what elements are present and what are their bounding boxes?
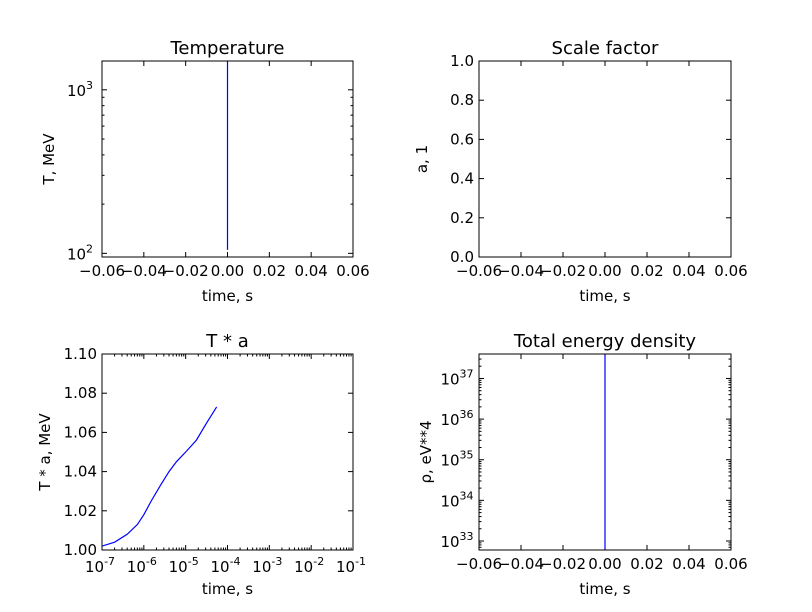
y-tick-label: 1.08 bbox=[64, 384, 97, 402]
x-tick-label: −0.02 bbox=[540, 262, 586, 280]
x-tick-label: 10-7 bbox=[85, 555, 115, 576]
x-tick-label: 0.04 bbox=[294, 262, 327, 280]
y-axis-label: a, 1 bbox=[413, 145, 431, 173]
y-tick-label: 1.06 bbox=[64, 423, 97, 441]
y-tick-label: 1.0 bbox=[450, 52, 474, 70]
x-tick-label: 0.00 bbox=[588, 262, 621, 280]
plot-frame bbox=[478, 60, 732, 258]
x-tick-label: 10-6 bbox=[127, 555, 157, 576]
y-axis-label: ρ, eV**4 bbox=[417, 420, 435, 483]
y-axis-label: T * a, MeV bbox=[36, 413, 54, 492]
y-tick-label: 0.4 bbox=[450, 170, 474, 188]
x-tick-label: 0.02 bbox=[253, 262, 286, 280]
x-tick-label: 10-3 bbox=[252, 555, 282, 576]
x-tick-label: −0.06 bbox=[79, 262, 125, 280]
plot-frame bbox=[101, 353, 354, 551]
subplot-2: Scale factor −0.06−0.04−0.02 0.00 0.02 0.04 0… bbox=[413, 38, 748, 305]
y-tick-label: 0.2 bbox=[450, 209, 474, 227]
x-tick-label: 0.00 bbox=[588, 555, 621, 573]
x-tick-label: 0.00 bbox=[211, 262, 244, 280]
subplot-1: Temperature −0.06−0.04−0.02 0.00 0.02 0.04 0.… bbox=[40, 38, 370, 305]
y-tick-label: 1037 bbox=[440, 367, 473, 388]
x-tick-label: −0.02 bbox=[163, 262, 209, 280]
x-tick-label: 10-1 bbox=[336, 555, 366, 576]
y-tick-label: 1.02 bbox=[64, 502, 97, 520]
x-tick-label: −0.02 bbox=[540, 555, 586, 573]
x-axis-label: time, s bbox=[579, 580, 630, 598]
x-tick-label: 0.06 bbox=[714, 555, 747, 573]
x-tick-label: −0.04 bbox=[498, 262, 544, 280]
plot-frame bbox=[478, 353, 732, 551]
y-tick-label: 1034 bbox=[440, 489, 473, 510]
y-tick-label: 1.10 bbox=[64, 345, 97, 363]
x-axis-label: time, s bbox=[202, 580, 253, 598]
y-tick-label: 103 bbox=[67, 79, 93, 100]
x-tick-label: 10-4 bbox=[210, 555, 240, 576]
y-tick-label: 1036 bbox=[440, 408, 473, 429]
x-tick-label: 10-2 bbox=[294, 555, 324, 576]
y-tick-label: 102 bbox=[67, 242, 93, 263]
x-axis-label: time, s bbox=[579, 287, 630, 305]
x-tick-label: −0.06 bbox=[456, 262, 502, 280]
x-tick-label: −0.04 bbox=[498, 555, 544, 573]
y-tick-label: 0.0 bbox=[450, 248, 474, 266]
series-line bbox=[102, 406, 218, 547]
x-axis-label: time, s bbox=[202, 287, 253, 305]
subplot-title: Temperature bbox=[169, 38, 284, 59]
y-tick-label: 0.8 bbox=[450, 91, 474, 109]
y-tick-label: 1033 bbox=[440, 530, 473, 551]
subplot-title: Total energy density bbox=[513, 331, 697, 352]
x-tick-label: 10-5 bbox=[169, 555, 199, 576]
x-tick-label: 0.02 bbox=[630, 555, 663, 573]
x-tick-label: 0.06 bbox=[714, 262, 747, 280]
y-tick-label: 0.6 bbox=[450, 130, 474, 148]
x-tick-label: −0.06 bbox=[456, 555, 502, 573]
y-tick-label: 1.04 bbox=[64, 463, 97, 481]
y-axis-label: T, MeV bbox=[40, 133, 58, 186]
x-tick-label: 0.04 bbox=[672, 262, 705, 280]
y-tick-label: 1035 bbox=[440, 449, 473, 470]
x-tick-label: 0.02 bbox=[630, 262, 663, 280]
subplot-3: T * a 10-7 10-6 10-5 10-4 10-3 10-2 10-1 1.00 1.0… bbox=[36, 331, 366, 598]
y-tick-label: 1.00 bbox=[64, 541, 97, 559]
subplot-4: Total energy density −0.06−0.04−0.02 0.00 0… bbox=[417, 331, 748, 598]
x-tick-label: −0.04 bbox=[121, 262, 167, 280]
x-tick-label: 0.04 bbox=[672, 555, 705, 573]
subplot-title: Scale factor bbox=[552, 38, 659, 59]
plot-frame bbox=[101, 60, 354, 258]
x-tick-label: 0.06 bbox=[336, 262, 369, 280]
subplot-title: T * a bbox=[205, 331, 248, 352]
